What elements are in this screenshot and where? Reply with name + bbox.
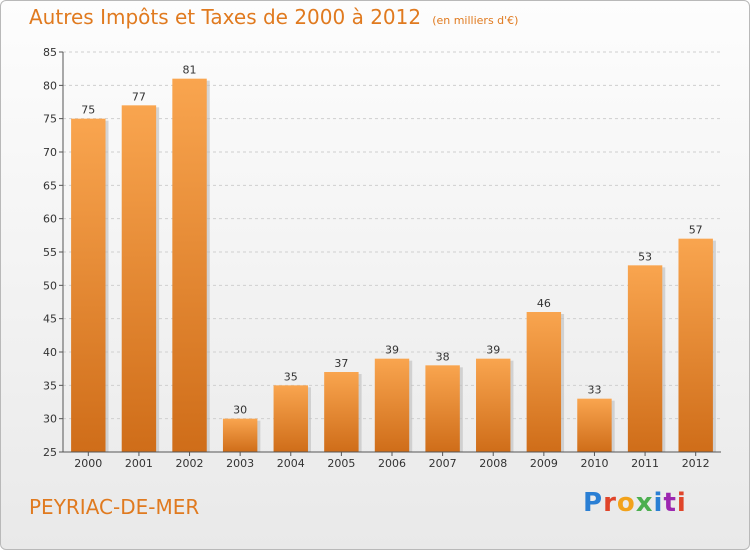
- y-tick-label: 75: [43, 113, 57, 126]
- bar-group: 46: [526, 297, 565, 452]
- bar-group: 35: [273, 370, 311, 452]
- bar-group: 81: [172, 64, 210, 453]
- data-label: 33: [587, 384, 601, 397]
- axis-layer: 25 30 35 40 45 50 55 60 65 70 75 80 85 2000 2001 2002 20…: [43, 46, 721, 470]
- bar-group: 37: [324, 357, 362, 452]
- data-label: 57: [689, 224, 703, 237]
- x-tick-label: 2000: [74, 457, 102, 470]
- data-label: 39: [486, 344, 500, 357]
- y-tick-label: 60: [43, 213, 57, 226]
- bar-group: 77: [121, 90, 160, 452]
- bar-group: 39: [476, 344, 514, 452]
- y-tick-label: 25: [43, 446, 57, 459]
- logo-letter: x: [635, 488, 654, 518]
- bar-layer: 75 77 81 30 35 37 39 38 39 46 33 53 57: [71, 64, 716, 453]
- x-tick-label: 2009: [530, 457, 558, 470]
- bar-group: 38: [425, 350, 463, 452]
- x-tick-label: 2005: [327, 457, 355, 470]
- bar: [121, 105, 157, 452]
- y-tick-label: 50: [43, 279, 57, 292]
- logo-letter: i: [653, 488, 664, 518]
- bar: [222, 418, 258, 452]
- data-label: 77: [132, 90, 146, 103]
- x-tick-label: 2004: [277, 457, 305, 470]
- y-tick-label: 35: [43, 379, 57, 392]
- x-tick-label: 2003: [226, 457, 254, 470]
- y-tick-label: 30: [43, 413, 57, 426]
- data-label: 46: [537, 297, 551, 310]
- bar: [526, 312, 562, 452]
- bar-group: 33: [577, 384, 615, 452]
- bar: [476, 358, 511, 452]
- chart-subtitle: (en milliers d'€): [432, 14, 519, 27]
- logo-letter: t: [663, 488, 677, 518]
- data-label: 53: [638, 250, 652, 263]
- data-label: 75: [81, 104, 95, 117]
- data-label: 81: [183, 64, 197, 77]
- bar: [627, 265, 663, 452]
- logo-letter: r: [603, 488, 617, 518]
- bar-group: 53: [627, 250, 666, 452]
- bar: [374, 358, 410, 452]
- bar-group: 75: [71, 104, 109, 453]
- bar: [71, 118, 106, 453]
- bar: [324, 372, 359, 452]
- logo-letter: o: [616, 488, 636, 518]
- y-tick-label: 40: [43, 346, 57, 359]
- title-row: Autres Impôts et Taxes de 2000 à 2012 (e…: [29, 5, 518, 29]
- x-tick-label: 2001: [125, 457, 153, 470]
- bar: [172, 78, 207, 453]
- x-tick-label: 2006: [378, 457, 406, 470]
- y-tick-label: 55: [43, 246, 57, 259]
- data-label: 38: [436, 350, 450, 363]
- data-label: 35: [284, 370, 298, 383]
- y-tick-label: 85: [43, 46, 57, 59]
- data-label: 39: [385, 344, 399, 357]
- location-label: PEYRIAC-DE-MER: [29, 495, 200, 519]
- logo-letter: P: [583, 488, 604, 518]
- x-tick-label: 2011: [631, 457, 659, 470]
- data-label: 30: [233, 404, 247, 417]
- logo-letter: i: [676, 488, 687, 518]
- y-tick-label: 45: [43, 313, 57, 326]
- bar: [678, 238, 713, 452]
- bar-group: 57: [678, 224, 716, 452]
- x-tick-label: 2008: [479, 457, 507, 470]
- x-tick-label: 2002: [176, 457, 204, 470]
- x-tick-label: 2010: [580, 457, 608, 470]
- x-tick-label: 2007: [429, 457, 457, 470]
- x-tick-label: 2012: [682, 457, 710, 470]
- bar-group: 30: [222, 404, 261, 452]
- y-tick-label: 80: [43, 79, 57, 92]
- bar: [425, 365, 460, 452]
- proxiti-logo[interactable]: Proxiti: [583, 488, 687, 518]
- y-tick-label: 65: [43, 179, 57, 192]
- bar: [577, 398, 612, 452]
- bar: [273, 385, 308, 452]
- bar-group: 39: [374, 344, 413, 452]
- y-tick-label: 70: [43, 146, 57, 159]
- chart-title: Autres Impôts et Taxes de 2000 à 2012: [29, 5, 422, 29]
- data-label: 37: [334, 357, 348, 370]
